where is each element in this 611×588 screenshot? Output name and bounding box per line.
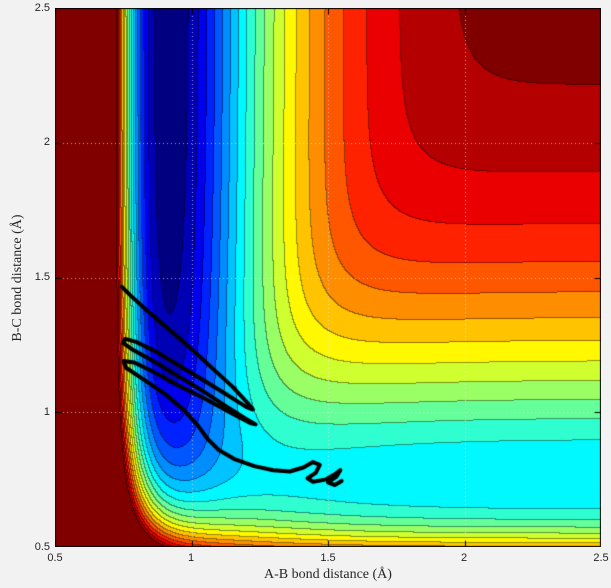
y-axis-label: B-C bond distance (Å) bbox=[10, 214, 25, 342]
contour-canvas bbox=[55, 8, 601, 547]
y-tick-label: 0.5 bbox=[34, 541, 50, 553]
x-tick-label: 2 bbox=[460, 552, 468, 564]
x-tick-label: 1 bbox=[187, 552, 195, 564]
x-tick-label: 0.5 bbox=[47, 552, 63, 564]
plot-area bbox=[55, 8, 601, 547]
y-tick-label: 2 bbox=[43, 136, 50, 148]
x-tick-label: 1.5 bbox=[320, 552, 336, 564]
y-tick-label: 1 bbox=[43, 406, 50, 418]
x-tick-label: 2.5 bbox=[593, 552, 609, 564]
y-tick-label: 2.5 bbox=[34, 2, 50, 14]
y-tick-label: 1.5 bbox=[34, 271, 50, 283]
x-axis-label: A-B bond distance (Å) bbox=[264, 567, 392, 582]
